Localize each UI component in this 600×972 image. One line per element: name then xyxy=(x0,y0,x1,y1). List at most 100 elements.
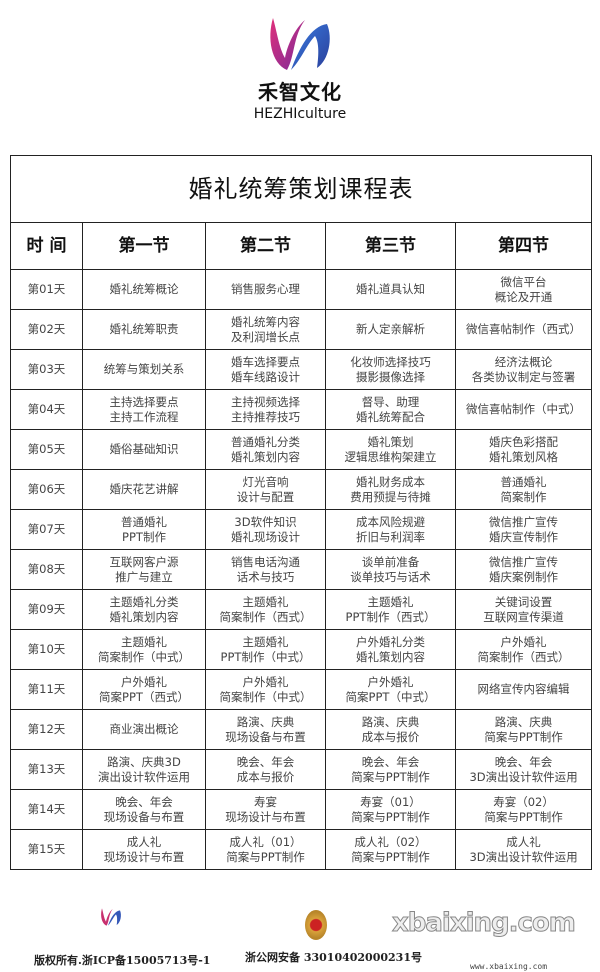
header-row: 时 间 第一节 第二节 第三节 第四节 xyxy=(10,222,593,270)
session-cell: 微信推广宣传 婚庆案例制作 xyxy=(454,549,593,590)
session-cell: 主题婚礼 PPT制作（西式） xyxy=(325,589,456,630)
session-cell: 婚车选择要点 婚车线路设计 xyxy=(205,349,326,390)
watermark-url: www.xbaixing.com xyxy=(470,962,548,971)
session-cell: 3D软件知识 婚礼现场设计 xyxy=(205,509,326,550)
session-cell: 晚会、年会 3D演出设计软件运用 xyxy=(454,749,593,790)
session-cell: 主持选择要点 主持工作流程 xyxy=(82,389,206,430)
session-cell: 户外婚礼 简案制作（西式） xyxy=(454,629,593,670)
session-cell: 婚礼道具认知 xyxy=(325,269,456,310)
table-row: 第15天 成人礼 现场设计与布置 成人礼（01） 简案与PPT制作 成人礼（02） 简案与P… xyxy=(10,829,593,870)
session-cell: 新人定亲解析 xyxy=(325,309,456,350)
table-row: 第13天 路演、庆典3D 演出设计软件运用 晚会、年会 成本与报价 晚会、年会 简案与PPT… xyxy=(10,749,593,790)
watermark: xbaixing.com xyxy=(392,908,577,939)
session-cell: 户外婚礼分类 婚礼策划内容 xyxy=(325,629,456,670)
session-cell: 晚会、年会 简案与PPT制作 xyxy=(325,749,456,790)
public-security-record: 浙公网安备 33010402000231号 xyxy=(245,951,422,964)
table-row: 第09天 主题婚礼分类 婚礼策划内容 主题婚礼 简案制作（西式） 主题婚礼 PPT制作（西式… xyxy=(10,589,593,630)
table-row: 第02天 婚礼统筹职责 婚礼统筹内容 及利润增长点 新人定亲解析 微信喜帖制作（西式） xyxy=(10,309,593,350)
session-cell: 户外婚礼 简案PPT（中式） xyxy=(325,669,456,710)
day-cell: 第08天 xyxy=(10,549,83,590)
session-cell: 商业演出概论 xyxy=(82,709,206,750)
table-row: 第11天 户外婚礼 简案PPT（西式） 户外婚礼 简案制作（中式） 户外婚礼 简案PPT（中… xyxy=(10,669,593,710)
session-cell: 婚礼统筹内容 及利润增长点 xyxy=(205,309,326,350)
brand-logo: 禾智文化 HEZHIculture xyxy=(0,8,600,122)
session-cell: 化妆师选择技巧 摄影摄像选择 xyxy=(325,349,456,390)
day-cell: 第14天 xyxy=(10,789,83,830)
session-cell: 寿宴（02） 简案与PPT制作 xyxy=(454,789,593,830)
day-cell: 第13天 xyxy=(10,749,83,790)
footer-logo-icon xyxy=(101,908,121,926)
brand-logo-icon xyxy=(270,18,330,70)
brand-name-en: HEZHIculture xyxy=(253,106,347,122)
table-row: 第10天 主题婚礼 简案制作（中式） 主题婚礼 PPT制作（中式） 户外婚礼分类 婚礼策划内… xyxy=(10,629,593,670)
session-cell: 经济法概论 各类协议制定与签署 xyxy=(454,349,593,390)
table-row: 第01天 婚礼统筹概论 销售服务心理 婚礼道具认知 微信平台 概论及开通 xyxy=(10,269,593,310)
table-row: 第06天 婚庆花艺讲解 灯光音响 设计与配置 婚礼财务成本 费用预提与待摊 普通婚礼 简案制作 xyxy=(10,469,593,510)
table-title: 婚礼统筹策划课程表 xyxy=(9,155,593,223)
day-cell: 第10天 xyxy=(10,629,83,670)
session-cell: 成本风险规避 折旧与利润率 xyxy=(325,509,456,550)
session-cell: 销售服务心理 xyxy=(205,269,326,310)
session-cell: 微信喜帖制作（中式） xyxy=(454,389,593,430)
session-cell: 微信推广宣传 婚庆宣传制作 xyxy=(454,509,593,550)
session-cell: 普通婚礼 PPT制作 xyxy=(82,509,206,550)
day-cell: 第15天 xyxy=(10,829,83,870)
header-time: 时 间 xyxy=(10,222,83,270)
day-cell: 第04天 xyxy=(10,389,83,430)
session-cell: 婚俗基础知识 xyxy=(82,429,206,470)
police-badge-icon xyxy=(305,910,327,940)
session-cell: 主题婚礼分类 婚礼策划内容 xyxy=(82,589,206,630)
session-cell: 晚会、年会 成本与报价 xyxy=(205,749,326,790)
session-cell: 普通婚礼分类 婚礼策划内容 xyxy=(205,429,326,470)
table-row: 第08天 互联网客户源 推广与建立 销售电话沟通 话术与技巧 谈单前准备 谈单技巧与话术 微信… xyxy=(10,549,593,590)
day-cell: 第06天 xyxy=(10,469,83,510)
session-cell: 寿宴（01） 简案与PPT制作 xyxy=(325,789,456,830)
session-cell: 成人礼（02） 简案与PPT制作 xyxy=(325,829,456,870)
table-row: 第14天 晚会、年会 现场设备与布置 寿宴 现场设计与布置 寿宴（01） 简案与PPT制作寿… xyxy=(10,789,593,830)
session-cell: 成人礼（01） 简案与PPT制作 xyxy=(205,829,326,870)
copyright-text: 版权所有.浙ICP备15005713号-1 xyxy=(34,954,211,967)
day-cell: 第03天 xyxy=(10,349,83,390)
table-row: 第07天 普通婚礼 PPT制作 3D软件知识 婚礼现场设计 成本风险规避 折旧与利润率 微信推… xyxy=(10,509,593,550)
session-cell: 寿宴 现场设计与布置 xyxy=(205,789,326,830)
session-cell: 路演、庆典 成本与报价 xyxy=(325,709,456,750)
day-cell: 第02天 xyxy=(10,309,83,350)
session-cell: 婚庆花艺讲解 xyxy=(82,469,206,510)
table-row: 第04天 主持选择要点 主持工作流程 主持视频选择 主持推荐技巧 督导、助理 婚礼统筹配合微… xyxy=(10,389,593,430)
session-cell: 微信喜帖制作（西式） xyxy=(454,309,593,350)
footer: 版权所有.浙ICP备15005713号-1 浙公网安备 330104020002… xyxy=(0,905,600,972)
header-session-3: 第三节 xyxy=(325,222,456,270)
session-cell: 微信平台 概论及开通 xyxy=(454,269,593,310)
session-cell: 婚礼统筹概论 xyxy=(82,269,206,310)
session-cell: 主题婚礼 简案制作（中式） xyxy=(82,629,206,670)
session-cell: 路演、庆典3D 演出设计软件运用 xyxy=(82,749,206,790)
table-row: 第05天 婚俗基础知识 普通婚礼分类 婚礼策划内容 婚礼策划 逻辑思维构架建立 婚庆色彩搭配… xyxy=(10,429,593,470)
table-row: 第12天 商业演出概论 路演、庆典 现场设备与布置 路演、庆典 成本与报价 路演、庆典 简案与… xyxy=(10,709,593,750)
table-row: 第03天 统筹与策划关系 婚车选择要点 婚车线路设计 化妆师选择技巧 摄影摄像选择 经济法概… xyxy=(10,349,593,390)
session-cell: 户外婚礼 简案PPT（西式） xyxy=(82,669,206,710)
day-cell: 第09天 xyxy=(10,589,83,630)
day-cell: 第01天 xyxy=(10,269,83,310)
session-cell: 成人礼 3D演出设计软件运用 xyxy=(454,829,593,870)
course-schedule-table: 婚礼统筹策划课程表 时 间 第一节 第二节 第三节 第四节 第01天 婚礼统筹概论… xyxy=(9,155,593,870)
header-session-2: 第二节 xyxy=(205,222,326,270)
day-cell: 第05天 xyxy=(10,429,83,470)
session-cell: 灯光音响 设计与配置 xyxy=(205,469,326,510)
session-cell: 关键词设置 互联网宣传渠道 xyxy=(454,589,593,630)
session-cell: 互联网客户源 推广与建立 xyxy=(82,549,206,590)
session-cell: 户外婚礼 简案制作（中式） xyxy=(205,669,326,710)
session-cell: 统筹与策划关系 xyxy=(82,349,206,390)
header-session-4: 第四节 xyxy=(454,222,593,270)
session-cell: 路演、庆典 现场设备与布置 xyxy=(205,709,326,750)
day-cell: 第11天 xyxy=(10,669,83,710)
day-cell: 第07天 xyxy=(10,509,83,550)
session-cell: 主题婚礼 PPT制作（中式） xyxy=(205,629,326,670)
session-cell: 婚礼策划 逻辑思维构架建立 xyxy=(325,429,456,470)
footer-logo xyxy=(96,905,126,931)
session-cell: 主题婚礼 简案制作（西式） xyxy=(205,589,326,630)
session-cell: 谈单前准备 谈单技巧与话术 xyxy=(325,549,456,590)
session-cell: 主持视频选择 主持推荐技巧 xyxy=(205,389,326,430)
session-cell: 婚庆色彩搭配 婚礼策划风格 xyxy=(454,429,593,470)
session-cell: 成人礼 现场设计与布置 xyxy=(82,829,206,870)
session-cell: 督导、助理 婚礼统筹配合 xyxy=(325,389,456,430)
